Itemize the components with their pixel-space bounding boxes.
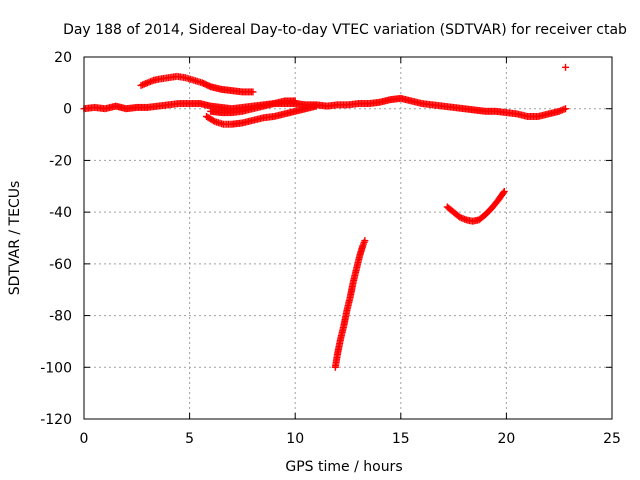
y-tick-label: -20 [49,153,72,169]
data-marker-right-arc [499,189,507,197]
x-axis-label: GPS time / hours [285,459,402,475]
data-point-steep-line [361,237,369,245]
y-tick-label: 20 [54,50,72,66]
y-tick-label: -40 [49,205,72,221]
x-tick-label: 0 [80,431,89,447]
x-tick-label: 25 [603,431,621,447]
data-point-right-arc [500,187,508,195]
y-tick-label: -60 [49,257,72,273]
x-tick-label: 10 [286,431,304,447]
data-point-outlier [562,63,570,71]
chart-title: Day 188 of 2014, Sidereal Day-to-day VTE… [63,22,627,38]
tick-labels: 0 5 10 15 20 25 -120 -100 -80 -60 -40 -20 0 20 [40,50,621,447]
x-tick-label: 15 [392,431,410,447]
y-axis-label: SDTVAR / TECUs [7,181,23,296]
x-tick-label: 5 [185,431,194,447]
axis-ticks [83,56,613,420]
y-tick-label: 0 [63,102,72,118]
plot-frame [83,56,613,420]
data-point-upper-arc [249,88,257,96]
data-point-cross-arc [291,97,299,105]
data-marker-lower-dip [210,117,218,125]
data-point-main-arc [562,105,570,113]
y-tick-label: -100 [40,360,72,376]
data-marker-steep-line [359,240,367,248]
grid-lines [84,57,612,419]
data-markers [80,63,570,371]
y-tick-label: -120 [40,412,72,428]
data-point-lower-dip [312,102,320,110]
y-tick-label: -80 [49,309,72,325]
x-tick-label: 20 [497,431,515,447]
